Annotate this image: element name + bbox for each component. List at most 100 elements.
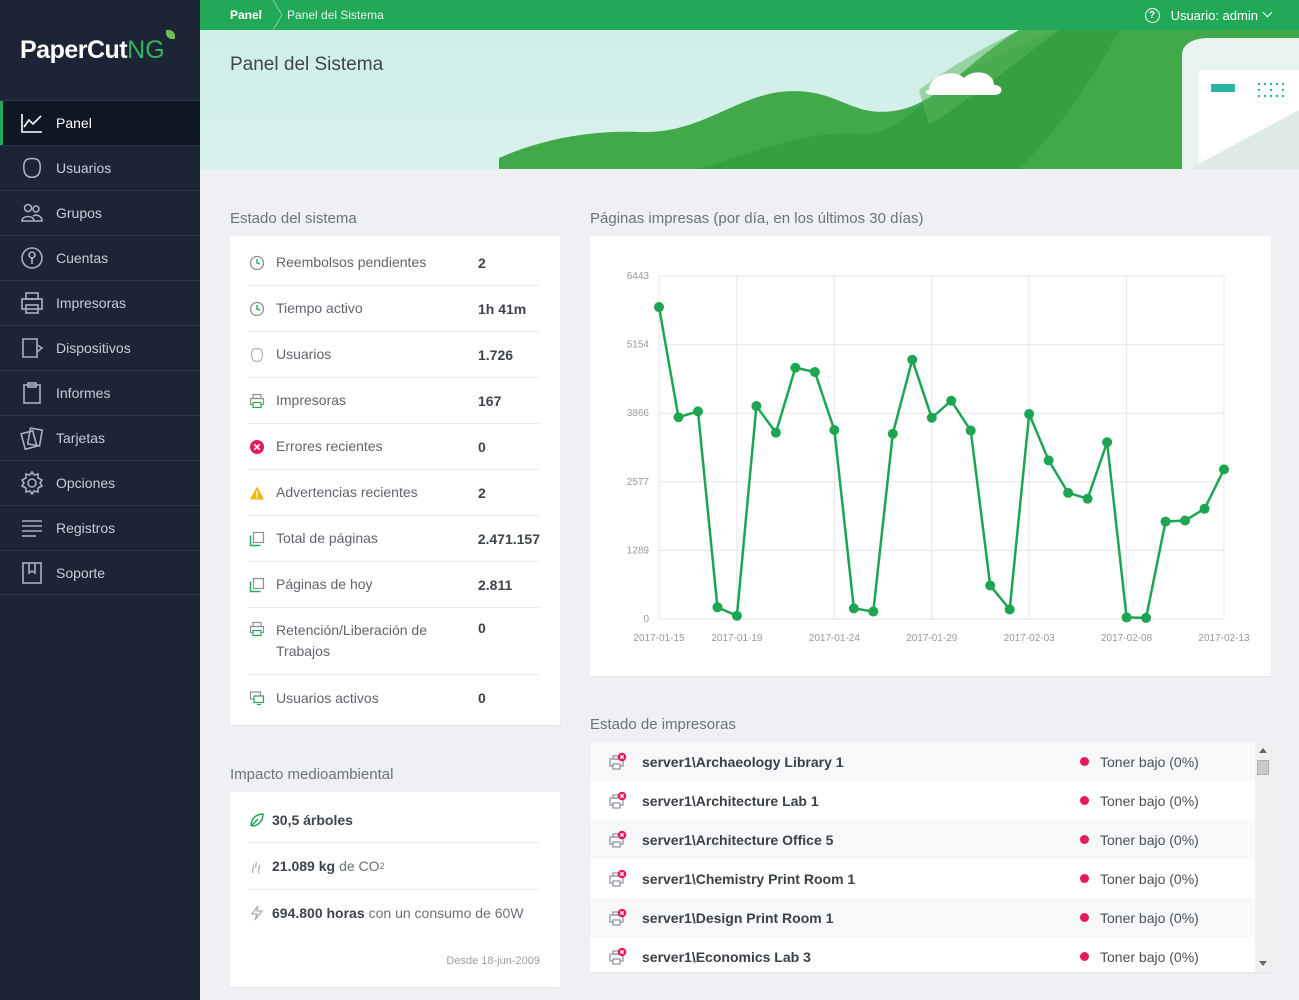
data-point bbox=[809, 366, 820, 377]
env-hours-row: 694.800 horas con un consumo de 60W bbox=[248, 890, 540, 935]
data-point bbox=[1219, 464, 1229, 475]
printer-status-title: Estado de impresoras bbox=[590, 716, 736, 733]
sidebar-item-label: Soporte bbox=[56, 564, 106, 581]
scroll-thumb[interactable] bbox=[1257, 760, 1269, 775]
status-value: 0 bbox=[478, 690, 486, 706]
sidebar-item-label: Opciones bbox=[56, 475, 116, 491]
x-tick-label: 2017-01-19 bbox=[711, 633, 763, 644]
status-dot-icon bbox=[1080, 913, 1089, 922]
env-trees-value: 30,5 árboles bbox=[272, 812, 353, 828]
lines-icon bbox=[20, 516, 44, 540]
data-point bbox=[848, 603, 859, 614]
help-icon[interactable]: ? bbox=[1144, 7, 1160, 23]
data-point bbox=[770, 427, 781, 438]
breadcrumb-separator-icon bbox=[272, 0, 283, 30]
error-icon bbox=[248, 438, 266, 456]
sidebar-item-usuarios[interactable]: Usuarios bbox=[0, 145, 200, 190]
papercut-logo[interactable]: PaperCut NG bbox=[0, 0, 200, 100]
sidebar-item-label: Grupos bbox=[56, 205, 102, 221]
data-point bbox=[790, 362, 801, 373]
status-value: 1h 41m bbox=[478, 300, 527, 317]
printer-name[interactable]: server1\Design Print Room 1 bbox=[642, 909, 834, 926]
status-label: Total de páginas bbox=[275, 530, 378, 546]
sidebar-item-label: Tarjetas bbox=[56, 430, 106, 446]
printer-status: Toner bajo (0%) bbox=[1100, 870, 1199, 887]
printer-list-scrollbar[interactable] bbox=[1255, 742, 1271, 972]
cards-icon bbox=[20, 426, 44, 450]
status-dot-icon bbox=[1080, 835, 1089, 844]
sidebar-item-label: Usuarios bbox=[56, 160, 112, 176]
sidebar-item-panel[interactable]: Panel bbox=[0, 100, 200, 145]
env-co2-suffix: de CO bbox=[339, 858, 380, 874]
sidebar-item-label: Impresoras bbox=[56, 295, 127, 311]
scroll-down-icon[interactable] bbox=[1259, 961, 1267, 966]
printer-row[interactable]: server1\Design Print Room 1 Toner bajo (0… bbox=[590, 898, 1254, 937]
y-tick-label: 6443 bbox=[627, 271, 650, 282]
data-point bbox=[1063, 487, 1074, 498]
data-point bbox=[829, 425, 840, 436]
printer-row[interactable]: server1\Archaeology Library 1 Toner bajo … bbox=[590, 742, 1254, 781]
sidebar-item-informes[interactable]: Informes bbox=[0, 370, 200, 415]
data-point bbox=[887, 428, 898, 439]
printer-error-icon bbox=[608, 752, 628, 772]
status-value: 0 bbox=[478, 620, 486, 636]
sidebar-item-tarjetas[interactable]: Tarjetas bbox=[0, 415, 200, 460]
printer-status: Toner bajo (0%) bbox=[1100, 831, 1199, 848]
monitor-icon bbox=[248, 689, 266, 707]
printer-name[interactable]: server1\Economics Lab 3 bbox=[642, 948, 811, 965]
gear-icon bbox=[20, 471, 44, 495]
env-trees-row: 30,5 árboles bbox=[248, 798, 540, 843]
x-tick-label: 2017-02-13 bbox=[1198, 633, 1250, 644]
lightning-icon bbox=[248, 904, 266, 922]
status-value: 2 bbox=[478, 254, 486, 271]
env-co2-value: 21.089 kg bbox=[272, 858, 336, 874]
data-point bbox=[1082, 493, 1093, 504]
device-icon bbox=[20, 336, 44, 360]
y-tick-label: 5154 bbox=[627, 340, 650, 351]
printer-name[interactable]: server1\Chemistry Print Room 1 bbox=[642, 870, 856, 887]
header-banner: Panel del Sistema bbox=[200, 30, 1299, 169]
sidebar: PaperCut NG Panel Usuarios Grupos Cuentas Imp… bbox=[0, 0, 200, 1000]
warning-icon bbox=[248, 484, 266, 502]
system-status-card: Reembolsos pendientes 2 Tiempo activo 1h 41… bbox=[230, 236, 560, 725]
sidebar-item-opciones[interactable]: Opciones bbox=[0, 460, 200, 505]
account-icon bbox=[20, 246, 44, 270]
printer-row[interactable]: server1\Architecture Office 5 Toner bajo … bbox=[590, 820, 1254, 859]
env-co2-row: 21.089 kg de CO 2 bbox=[248, 843, 540, 890]
printer-row[interactable]: server1\Economics Lab 3 Toner bajo (0%) bbox=[590, 937, 1254, 972]
printer-row[interactable]: server1\Chemistry Print Room 1 Toner bajo… bbox=[590, 859, 1254, 898]
printer-name[interactable]: server1\Archaeology Library 1 bbox=[642, 753, 844, 770]
printer-row[interactable]: server1\Architecture Lab 1 Toner bajo (0%… bbox=[590, 781, 1254, 820]
sidebar-item-soporte[interactable]: Soporte bbox=[0, 550, 200, 595]
status-label: Impresoras bbox=[276, 392, 347, 408]
sidebar-item-dispositivos[interactable]: Dispositivos bbox=[0, 325, 200, 370]
status-label: Retención/Liberación de Trabajos bbox=[276, 622, 427, 659]
data-point bbox=[1199, 503, 1210, 514]
status-value: 2.811 bbox=[478, 576, 513, 593]
printer-name[interactable]: server1\Architecture Lab 1 bbox=[642, 792, 819, 809]
status-value: 1.726 bbox=[478, 346, 514, 363]
leaf-icon bbox=[165, 29, 175, 39]
status-dot-icon bbox=[1080, 874, 1089, 883]
user-menu[interactable]: ? Usuario: admin bbox=[1144, 0, 1273, 30]
sidebar-item-grupos[interactable]: Grupos bbox=[0, 190, 200, 235]
status-label: Usuarios bbox=[276, 346, 332, 362]
leaf-icon bbox=[248, 811, 266, 829]
data-point bbox=[1121, 612, 1132, 623]
chart-title: Páginas impresas (por día, en los último… bbox=[590, 210, 924, 227]
group-icon bbox=[20, 201, 44, 225]
printer-name[interactable]: server1\Architecture Office 5 bbox=[642, 831, 834, 848]
printer-error-icon bbox=[608, 791, 628, 811]
breadcrumb-root[interactable]: Panel bbox=[230, 8, 263, 22]
sidebar-item-cuentas[interactable]: Cuentas bbox=[0, 235, 200, 280]
scroll-up-icon[interactable] bbox=[1259, 748, 1267, 753]
y-tick-label: 1289 bbox=[627, 545, 650, 556]
env-hours-suffix: con un consumo de 60W bbox=[368, 904, 524, 921]
data-point bbox=[907, 354, 918, 365]
user-icon bbox=[20, 156, 44, 180]
status-row: Errores recientes 0 bbox=[248, 424, 540, 470]
sidebar-item-impresoras[interactable]: Impresoras bbox=[0, 280, 200, 325]
status-row: Reembolsos pendientes 2 bbox=[248, 240, 540, 286]
sidebar-item-registros[interactable]: Registros bbox=[0, 505, 200, 550]
status-label: Usuarios activos bbox=[276, 689, 379, 706]
